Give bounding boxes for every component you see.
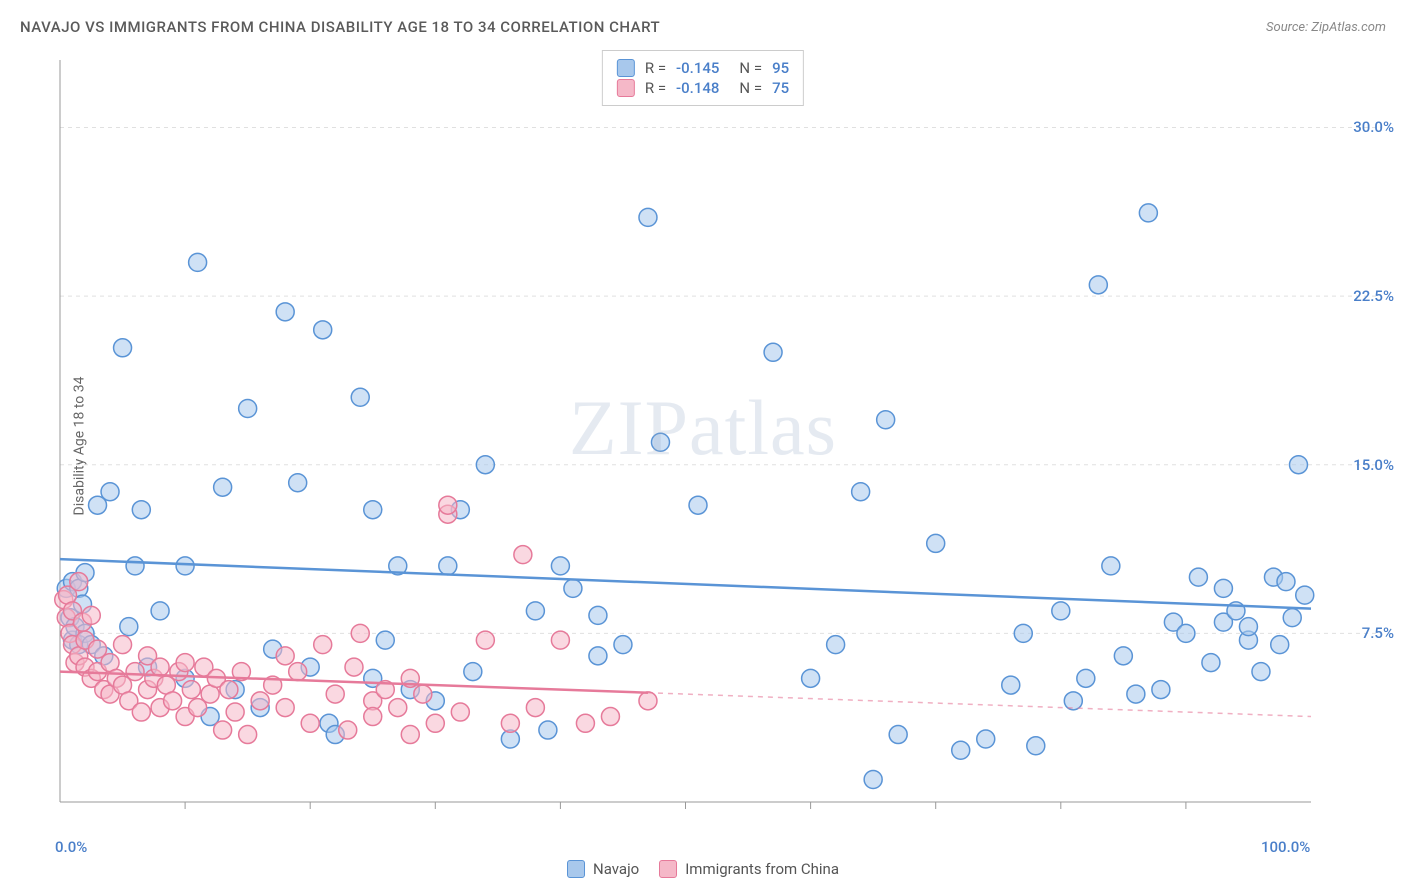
chart-title: NAVAJO VS IMMIGRANTS FROM CHINA DISABILI… [20, 18, 660, 36]
y-tick-label: 30.0% [1353, 118, 1394, 136]
correlation-legend: R = -0.145 N = 95 R = -0.148 N = 75 [602, 50, 804, 106]
swatch-navajo-icon [567, 860, 585, 878]
x-tick-label: 100.0% [1261, 838, 1310, 856]
legend-row-china: R = -0.148 N = 75 [617, 79, 789, 97]
legend-row-navajo: R = -0.145 N = 95 [617, 59, 789, 77]
swatch-china-icon [659, 860, 677, 878]
chart-source: Source: ZipAtlas.com [1266, 20, 1386, 35]
swatch-navajo [617, 59, 635, 77]
y-tick-label: 22.5% [1353, 287, 1394, 305]
y-tick-label: 15.0% [1353, 456, 1394, 474]
scatter-plot [50, 50, 1381, 832]
chart-header: NAVAJO VS IMMIGRANTS FROM CHINA DISABILI… [20, 18, 1386, 36]
series-legend: Navajo Immigrants from China [567, 860, 839, 878]
legend-item-china: Immigrants from China [659, 860, 839, 878]
swatch-china [617, 79, 635, 97]
y-tick-label: 7.5% [1362, 624, 1394, 642]
legend-item-navajo: Navajo [567, 860, 639, 878]
x-tick-label: 0.0% [55, 838, 87, 856]
